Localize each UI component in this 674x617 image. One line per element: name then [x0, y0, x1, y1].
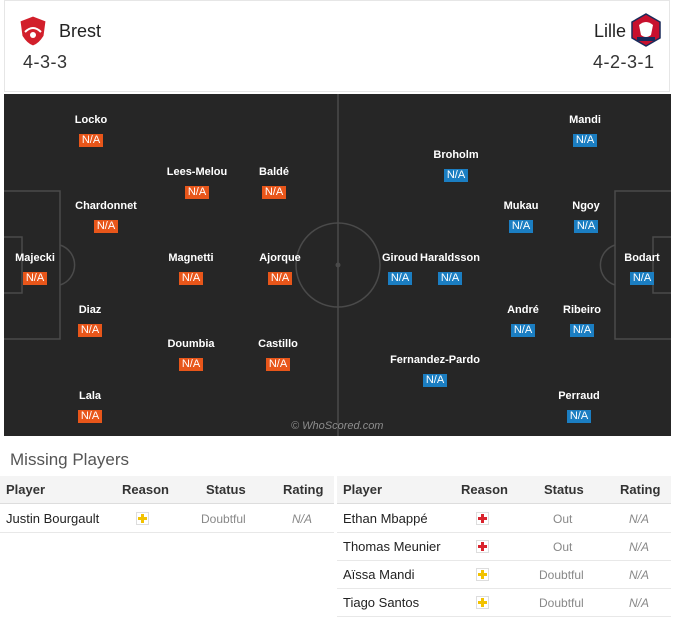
table-header [0, 476, 334, 504]
away-player-ribeiro[interactable]: Ribeiro N/A [563, 304, 601, 337]
missing-player-name[interactable]: Tiago Santos [343, 595, 420, 610]
header-rating: Rating [620, 482, 661, 497]
home-player-lala[interactable]: Lala N/A [78, 390, 102, 423]
table-row: Aïssa Mandi Doubtful N/A [337, 561, 671, 589]
away-player-bodart[interactable]: Bodart N/A [624, 252, 660, 285]
player-rating: N/A [570, 324, 594, 337]
doubtful-icon [476, 596, 489, 609]
missing-rating: N/A [629, 568, 650, 582]
player-rating: N/A [179, 358, 203, 371]
missing-player-name[interactable]: Ethan Mbappé [343, 511, 428, 526]
home-player-balde[interactable]: Baldé N/A [259, 166, 289, 199]
missing-rating: N/A [629, 540, 650, 554]
home-player-magnetti[interactable]: Magnetti N/A [168, 252, 214, 285]
missing-player-name[interactable]: Justin Bourgault [6, 511, 100, 526]
player-rating: N/A [423, 374, 447, 387]
home-team-name[interactable]: Brest [59, 21, 102, 41]
away-player-mukau[interactable]: Mukau N/A [503, 200, 539, 233]
header-status: Status [544, 482, 584, 497]
home-player-lees-melou[interactable]: Lees-Melou N/A [166, 166, 228, 199]
away-player-haraldsson[interactable]: Haraldsson N/A [420, 252, 480, 285]
header-status: Status [206, 482, 246, 497]
away-player-broholm[interactable]: Broholm N/A [433, 149, 479, 182]
table-row: Justin Bourgault Doubtful N/A [0, 505, 334, 533]
table-header [337, 476, 671, 504]
header-reason: Reason [122, 482, 169, 497]
away-formation: 4-2-3-1 [593, 52, 655, 72]
brest-badge-icon [19, 15, 47, 47]
table-row: Tiago Santos Doubtful N/A [337, 589, 671, 617]
player-rating: N/A [78, 410, 102, 423]
home-player-locko[interactable]: Locko N/A [74, 114, 108, 147]
header-player: Player [6, 482, 46, 497]
away-player-giroud[interactable]: Giroud N/A [381, 252, 419, 285]
header-player: Player [343, 482, 383, 497]
player-rating: N/A [23, 272, 47, 285]
player-rating: N/A [185, 186, 209, 199]
player-rating: N/A [94, 220, 118, 233]
away-player-ngoy[interactable]: Ngoy N/A [572, 200, 600, 233]
lineup-pitch: Majecki N/A Locko N/A Chardonnet N/A Diaz N/… [4, 94, 671, 436]
header-reason: Reason [461, 482, 508, 497]
table-row: Ethan Mbappé Out N/A [337, 505, 671, 533]
missing-rating: N/A [629, 596, 650, 610]
player-rating: N/A [567, 410, 591, 423]
doubtful-icon [136, 512, 149, 525]
player-rating: N/A [78, 324, 102, 337]
header-rating: Rating [283, 482, 324, 497]
missing-status: Doubtful [539, 596, 584, 610]
watermark: © WhoScored.com [291, 420, 384, 432]
missing-rating: N/A [629, 512, 650, 526]
injury-icon [476, 540, 489, 553]
missing-players-title: Missing Players [10, 450, 130, 469]
home-formation: 4-3-3 [23, 52, 68, 72]
player-rating: N/A [266, 358, 290, 371]
away-player-andre[interactable]: André N/A [507, 304, 539, 337]
pitch-lines [4, 94, 671, 436]
missing-status: Out [553, 540, 573, 554]
player-rating: N/A [630, 272, 654, 285]
lille-badge-icon [631, 13, 661, 47]
away-team-name[interactable]: Lille [594, 21, 627, 41]
missing-status: Doubtful [201, 512, 246, 526]
player-rating: N/A [573, 134, 597, 147]
player-rating: N/A [444, 169, 468, 182]
home-player-castillo[interactable]: Castillo N/A [258, 338, 298, 371]
player-rating: N/A [268, 272, 292, 285]
player-rating: N/A [79, 134, 103, 147]
away-player-perraud[interactable]: Perraud N/A [558, 390, 600, 423]
missing-status: Doubtful [539, 568, 584, 582]
player-rating: N/A [388, 272, 412, 285]
away-player-mandi[interactable]: Mandi N/A [569, 114, 601, 147]
missing-status: Out [553, 512, 573, 526]
home-player-chardonnet[interactable]: Chardonnet N/A [75, 200, 137, 233]
player-rating: N/A [438, 272, 462, 285]
home-player-doumbia[interactable]: Doumbia N/A [167, 338, 215, 371]
table-row: Thomas Meunier Out N/A [337, 533, 671, 561]
player-rating: N/A [574, 220, 598, 233]
injury-icon [476, 512, 489, 525]
missing-rating: N/A [292, 512, 313, 526]
player-rating: N/A [262, 186, 286, 199]
player-rating: N/A [509, 220, 533, 233]
doubtful-icon [476, 568, 489, 581]
home-player-majecki[interactable]: Majecki N/A [15, 252, 55, 285]
missing-player-name[interactable]: Thomas Meunier [343, 539, 441, 554]
home-player-diaz[interactable]: Diaz N/A [78, 304, 102, 337]
match-header: Brest 4-3-3 Lille 4-2-3-1 [4, 0, 670, 92]
home-player-ajorque[interactable]: Ajorque N/A [259, 252, 301, 285]
player-rating: N/A [179, 272, 203, 285]
missing-player-name[interactable]: Aïssa Mandi [343, 567, 415, 582]
player-rating: N/A [511, 324, 535, 337]
away-player-fernandez-pardo[interactable]: Fernandez-Pardo N/A [390, 354, 480, 387]
